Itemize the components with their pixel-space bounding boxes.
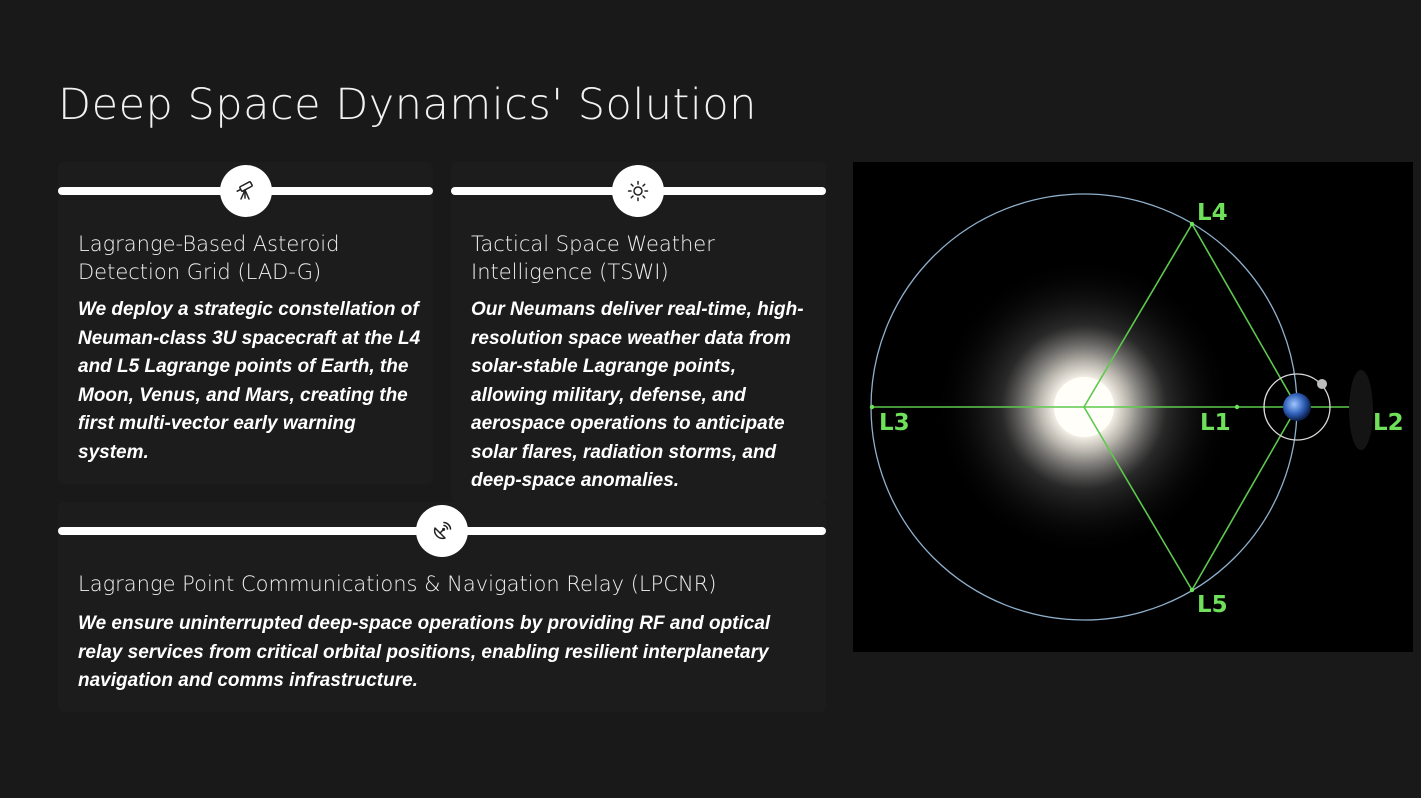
l5-dot	[1189, 587, 1195, 593]
label-l3: L3	[879, 410, 910, 436]
l3-dot	[869, 404, 875, 410]
card-heading: Lagrange Point Communications & Navigati…	[78, 572, 717, 596]
label-l5: L5	[1197, 592, 1228, 618]
l5-earth-line	[1191, 406, 1298, 591]
moon	[1317, 379, 1327, 389]
label-l4: L4	[1197, 200, 1228, 226]
page-title: Deep Space Dynamics' Solution	[58, 80, 757, 130]
l4-earth-line	[1191, 223, 1298, 408]
card-body: We deploy a strategic constellation of N…	[78, 299, 421, 463]
label-l2: L2	[1373, 410, 1404, 436]
card-lpcnr: Lagrange Point Communications & Navigati…	[58, 502, 826, 712]
card-heading: Tactical Space Weather Intelligence (TSW…	[471, 232, 715, 284]
satellite-dish-icon	[416, 505, 468, 557]
earth	[1283, 393, 1311, 421]
lagrange-points-diagram: L4 L3 L1 L2 L5	[853, 162, 1413, 652]
moon-orbit	[1263, 373, 1331, 441]
l1-dot	[1234, 404, 1240, 410]
card-body: Our Neumans deliver real-time, high-reso…	[471, 299, 804, 491]
label-l1: L1	[1200, 410, 1231, 436]
sun-l4-line	[1083, 223, 1193, 408]
telescope-icon	[220, 165, 272, 217]
card-tswi: Tactical Space Weather Intelligence (TSW…	[451, 162, 826, 502]
l4-dot	[1189, 221, 1195, 227]
card-body: We ensure uninterrupted deep-space opera…	[78, 613, 771, 691]
sun-icon	[612, 165, 664, 217]
card-lad-g: Lagrange-Based Asteroid Detection Grid (…	[58, 162, 433, 484]
shadow-shape	[1349, 370, 1373, 450]
card-heading: Lagrange-Based Asteroid Detection Grid (…	[78, 232, 340, 284]
sun-l5-line	[1083, 406, 1193, 591]
